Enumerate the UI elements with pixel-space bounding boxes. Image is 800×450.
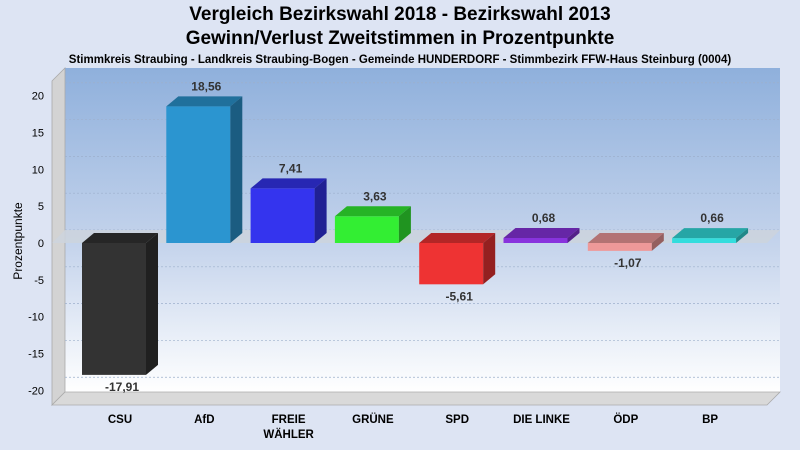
bar-value-label: -5,61 [446, 289, 474, 303]
bar-value-label: 0,66 [700, 211, 724, 225]
y-tick-label: -10 [28, 312, 44, 324]
bar-side [146, 233, 158, 375]
category-label: CSU [108, 414, 132, 426]
bar-value-label: 7,41 [279, 161, 303, 175]
bar-top [334, 206, 411, 217]
category-labels: CSU AfD FREIE WÄHLER GRÜNE SPD DIE LINKE ÖDP BP [108, 413, 719, 441]
category-label: BP [702, 414, 718, 426]
bar-front [334, 216, 399, 243]
zero-plane [52, 230, 780, 243]
bar-top [587, 233, 664, 243]
category-label: GRÜNE [352, 413, 394, 426]
y-tick-label: -15 [28, 348, 44, 360]
bar-die-linke [503, 227, 580, 243]
category-label: AfD [194, 414, 214, 426]
y-tick-label: -20 [28, 385, 44, 397]
y-axis-label: Prozentpunkte [11, 202, 25, 280]
bar-top [166, 96, 243, 107]
bar-front [419, 243, 484, 285]
bar-side [651, 233, 664, 251]
y-tick-label: 15 [32, 128, 44, 140]
bar-value-label: -1,07 [614, 256, 642, 270]
bar-side [314, 178, 327, 243]
category-label: ÖDP [613, 413, 638, 426]
bar-front [166, 106, 231, 244]
bar-csu [82, 233, 158, 375]
chart-subtitle: Stimmkreis Straubing - Landkreis Straubi… [68, 54, 732, 66]
bar-grüne [334, 206, 411, 243]
bar-value-label: 3,63 [363, 189, 387, 203]
bar-front [587, 243, 652, 251]
plot-floor [51, 391, 781, 406]
category-label: WÄHLER [263, 428, 314, 441]
bar-front [672, 238, 737, 243]
bar-side [483, 233, 496, 285]
bar-value-label: 18,56 [191, 79, 221, 93]
category-label: FREIE [272, 414, 306, 426]
bar-front [82, 243, 146, 375]
bar-front [503, 237, 568, 243]
bar-side [736, 228, 749, 243]
y-tick-label: 20 [32, 91, 44, 103]
bar-side [567, 227, 580, 243]
bar-bp [672, 228, 749, 243]
bar-value-label: -17,91 [105, 380, 139, 394]
chart-title-line-1: Vergleich Bezirkswahl 2018 - Bezirkswahl… [189, 4, 611, 25]
bar-afd [166, 96, 243, 244]
bar-front [250, 188, 315, 243]
chart-title-line-2: Gewinn/Verlust Zweitstimmen in Prozentpu… [185, 28, 615, 49]
bar-top [82, 233, 158, 243]
bar-top [419, 233, 496, 243]
bar-spd [419, 233, 496, 285]
bar-side [398, 206, 411, 243]
bar-freie-wähler [250, 178, 327, 243]
y-tick-label: 5 [38, 201, 44, 213]
y-tick-label: 10 [32, 164, 44, 176]
category-label: DIE LINKE [513, 414, 570, 426]
y-axis-ticks: 20 15 10 5 0 -5 -10 -15 -20 [28, 91, 44, 398]
y-tick-label: 0 [38, 238, 44, 250]
y-tick-label: -5 [34, 275, 44, 287]
bars: -17,91 18,56 7,41 3,63 -5,61 0,68 -1,07 0,66 [82, 79, 749, 394]
category-label: SPD [445, 414, 469, 426]
bar-top [503, 227, 580, 238]
bar-side [230, 96, 243, 244]
bar-value-label: 0,68 [532, 211, 556, 225]
bar-top [250, 178, 327, 189]
bar-ödp [587, 233, 664, 251]
bar-top [672, 228, 749, 239]
